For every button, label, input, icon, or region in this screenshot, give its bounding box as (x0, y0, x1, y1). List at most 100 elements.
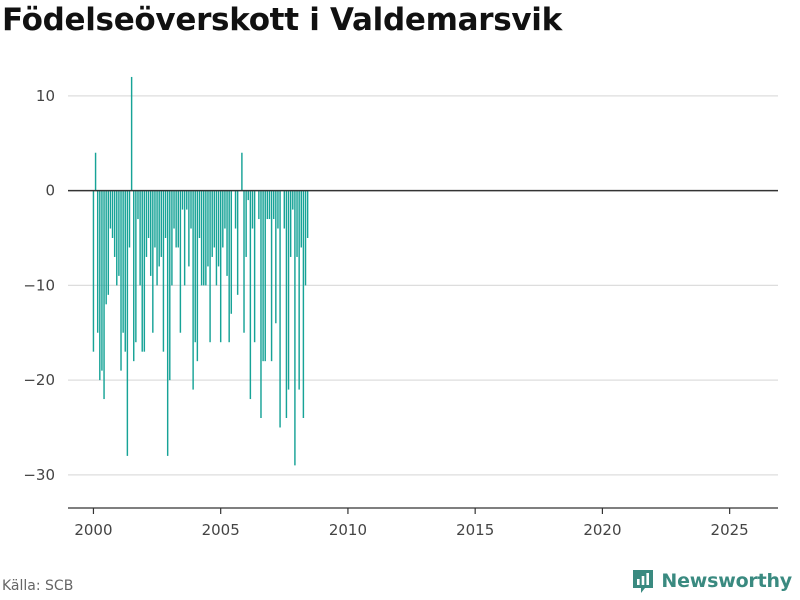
bar (247, 190, 249, 201)
bar (94, 152, 97, 191)
bar (213, 190, 216, 248)
bar (166, 190, 169, 456)
bar (285, 190, 288, 418)
bar (192, 190, 194, 390)
bar (160, 190, 163, 257)
bar (169, 190, 171, 381)
y-tick-label: −30 (23, 466, 55, 484)
bar (215, 190, 218, 286)
bar (158, 190, 160, 267)
bar (101, 190, 103, 371)
bar (275, 190, 277, 324)
bar (260, 190, 262, 418)
axes (68, 189, 778, 514)
bar (120, 190, 122, 371)
bar (128, 190, 131, 248)
chart-title: Födelseöverskott i Valdemarsvik (2, 2, 562, 38)
bar (135, 190, 137, 343)
bar (109, 190, 112, 229)
y-tick-label: 0 (45, 182, 55, 200)
bar (198, 190, 201, 238)
bar (105, 190, 107, 305)
bar (196, 190, 199, 362)
bar (219, 190, 222, 343)
bar (194, 190, 196, 343)
bar (241, 152, 243, 191)
bars (92, 76, 309, 466)
bar (190, 190, 192, 229)
bar (253, 190, 256, 343)
bar (277, 190, 279, 229)
bar (164, 190, 167, 238)
x-tick-label: 2025 (711, 521, 749, 539)
tick-labels: 10 0 −10 −20 −30 2000 2005 2010 2015 2020 2025 (23, 87, 748, 539)
bar (181, 190, 184, 210)
brand-logo[interactable]: Newsworthy (631, 568, 792, 594)
bar (230, 190, 233, 314)
bar (304, 190, 307, 286)
bar (99, 190, 101, 381)
bar (264, 190, 266, 362)
bar (113, 190, 116, 257)
gridlines (68, 95, 778, 476)
bar (107, 190, 110, 295)
bar (179, 190, 182, 333)
bar (156, 190, 158, 286)
bar (234, 190, 237, 229)
bar (306, 190, 309, 238)
y-tick-label: −20 (23, 371, 55, 389)
y-tick-label: −10 (23, 276, 55, 294)
bar (209, 190, 211, 343)
bar (217, 190, 220, 267)
bar (173, 190, 175, 229)
bar (122, 190, 124, 333)
bar (116, 190, 118, 286)
bar (139, 190, 141, 286)
bar (171, 190, 173, 286)
bar (162, 190, 165, 352)
bar (141, 190, 143, 352)
bar (177, 190, 179, 248)
bar (211, 190, 213, 257)
bar (289, 190, 292, 257)
y-tick-label: 10 (36, 87, 55, 105)
bar (268, 190, 271, 220)
bar (283, 190, 286, 229)
bar (133, 190, 135, 362)
bar (203, 190, 205, 286)
bar (152, 190, 154, 333)
bar (296, 190, 298, 257)
bar (236, 190, 239, 295)
bar (183, 190, 186, 286)
bar (245, 190, 247, 257)
bar (126, 190, 129, 456)
bar (124, 190, 126, 352)
bar (279, 190, 281, 428)
bar (226, 190, 228, 276)
bar (96, 190, 99, 333)
x-tick-label: 2010 (329, 521, 367, 539)
bar (143, 190, 146, 352)
bar (272, 190, 275, 220)
bar (249, 190, 252, 400)
x-tick-label: 2015 (456, 521, 494, 539)
source-note: Källa: SCB (2, 578, 74, 594)
bar (243, 190, 245, 333)
bar (298, 190, 300, 390)
bar (149, 190, 152, 276)
bar (137, 190, 139, 220)
bar (205, 190, 207, 286)
bar (262, 190, 264, 362)
bar (188, 190, 190, 267)
bar (147, 190, 150, 238)
bar (145, 190, 148, 257)
bar (130, 76, 133, 191)
bar (300, 190, 302, 248)
bar (200, 190, 203, 286)
x-tick-label: 2000 (74, 521, 112, 539)
bar (175, 190, 177, 248)
bar (224, 190, 226, 229)
brand-name: Newsworthy (661, 570, 792, 592)
bar (111, 190, 114, 238)
